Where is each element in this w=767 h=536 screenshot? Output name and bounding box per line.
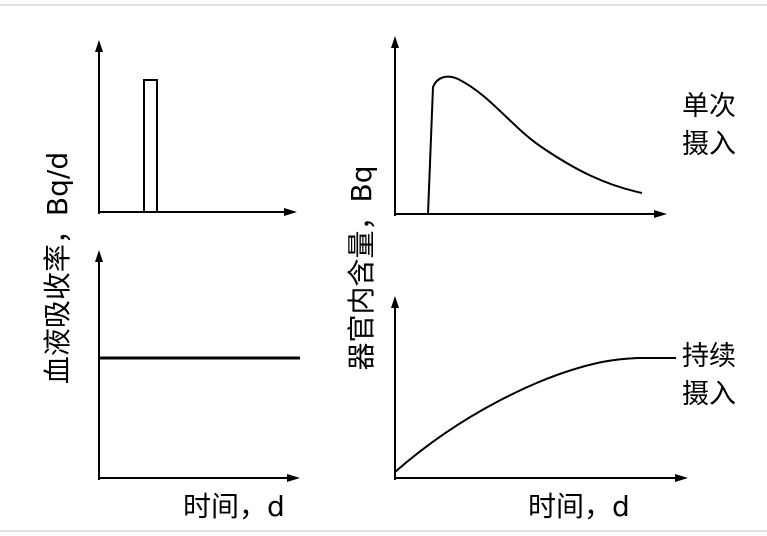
left-bottom-y-arrow	[95, 250, 103, 262]
single-intake-curve	[427, 75, 643, 215]
frame-bottom-line	[0, 530, 767, 532]
frame-top-line	[0, 4, 767, 6]
left-top-y-arrow	[95, 40, 103, 52]
right-x-axis-label: 时间，d	[528, 490, 630, 523]
single-intake-label-line1: 单次	[682, 91, 736, 122]
single-intake-label-line2: 摄入	[682, 129, 736, 160]
left-y-axis-label: 血液吸收率，Bq/d	[41, 151, 74, 385]
continuous-intake-label-line2: 摄入	[682, 379, 736, 410]
continuous-intake-curve	[394, 357, 676, 473]
right-top-y-arrow	[391, 36, 399, 48]
continuous-intake-label-line1: 持续	[682, 341, 736, 372]
left-top-x-arrow	[284, 208, 297, 216]
right-y-axis-label: 器官内含量，Bq	[345, 165, 378, 371]
left-bottom-x-arrow	[287, 474, 300, 482]
right-top-x-arrow	[654, 210, 667, 218]
right-bottom-y-arrow	[391, 296, 399, 308]
intake-pulse	[143, 79, 158, 213]
right-bottom-x-arrow	[675, 474, 688, 482]
left-x-axis-label: 时间，d	[183, 490, 285, 523]
